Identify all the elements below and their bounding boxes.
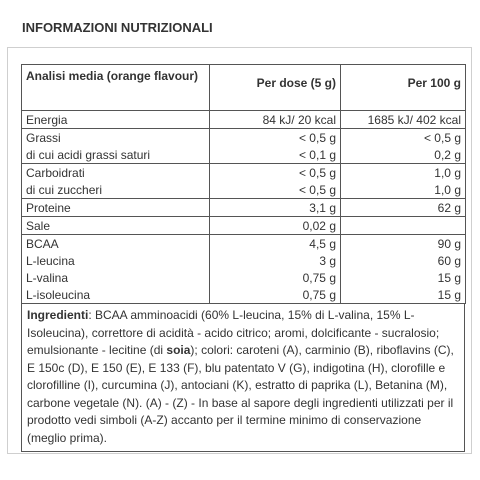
header-per-100g: Per 100 g xyxy=(340,64,466,111)
ingredients-text-before: : BCAA amminoacidi (60% L-leucina, 15% d… xyxy=(27,308,440,357)
value-per-dose: 0,02 g xyxy=(209,216,341,235)
nutrient-name: di cui zuccheri xyxy=(21,181,210,199)
value-per-dose: 0,75 g xyxy=(209,269,341,286)
table-row: Energia 84 kJ/ 20 kcal 1685 kJ/ 402 kcal xyxy=(21,110,466,129)
nutrient-name: di cui acidi grassi saturi xyxy=(21,146,210,164)
nutrient-name: L-isoleucina xyxy=(21,286,210,304)
ingredients-allergen: soia xyxy=(166,343,191,357)
value-per-dose: < 0,5 g xyxy=(209,163,341,181)
nutrient-name: Carboidrati xyxy=(21,163,210,181)
table-row: di cui acidi grassi saturi < 0,1 g 0,2 g xyxy=(21,146,466,164)
nutrient-name: Grassi xyxy=(21,128,210,146)
value-per-100g xyxy=(340,216,466,235)
header-analysis: Analisi media (orange flavour) xyxy=(21,64,210,111)
value-per-100g: 1685 kJ/ 402 kcal xyxy=(340,110,466,129)
table-row: Sale 0,02 g xyxy=(21,216,466,235)
table-row: Grassi < 0,5 g < 0,5 g xyxy=(21,128,466,146)
nutrient-name: Energia xyxy=(21,110,210,129)
nutrient-name: Proteine xyxy=(21,198,210,217)
table-row: L-leucina 3 g 60 g xyxy=(21,252,466,269)
ingredients-text-after: ); colori: caroteni (A), carminio (B), r… xyxy=(27,343,454,445)
value-per-100g: < 0,5 g xyxy=(340,128,466,146)
value-per-100g: 0,2 g xyxy=(340,146,466,164)
nutrient-name: BCAA xyxy=(21,234,210,252)
value-per-dose: < 0,5 g xyxy=(209,181,341,199)
value-per-dose: < 0,1 g xyxy=(209,146,341,164)
nutrition-table: Analisi media (orange flavour) Per dose … xyxy=(21,64,466,304)
value-per-dose: 0,75 g xyxy=(209,286,341,304)
table-row: L-isoleucina 0,75 g 15 g xyxy=(21,286,466,304)
value-per-100g: 60 g xyxy=(340,252,466,269)
table-row: Carboidrati < 0,5 g 1,0 g xyxy=(21,163,466,181)
value-per-dose: < 0,5 g xyxy=(209,128,341,146)
page-title: INFORMAZIONI NUTRIZIONALI xyxy=(22,20,213,35)
table-row: L-valina 0,75 g 15 g xyxy=(21,269,466,286)
value-per-dose: 84 kJ/ 20 kcal xyxy=(209,110,341,129)
table-row: di cui zuccheri < 0,5 g 1,0 g xyxy=(21,181,466,199)
value-per-100g: 62 g xyxy=(340,198,466,217)
value-per-100g: 15 g xyxy=(340,269,466,286)
nutrient-name: Sale xyxy=(21,216,210,235)
value-per-dose: 3 g xyxy=(209,252,341,269)
nutrition-panel xyxy=(7,47,472,454)
value-per-100g: 90 g xyxy=(340,234,466,252)
value-per-dose: 3,1 g xyxy=(209,198,341,217)
table-header-row: Analisi media (orange flavour) Per dose … xyxy=(21,64,466,111)
table-row: Proteine 3,1 g 62 g xyxy=(21,198,466,217)
nutrient-name: L-leucina xyxy=(21,252,210,269)
nutrition-content: Analisi media (orange flavour) Per dose … xyxy=(21,64,466,452)
ingredients-label: Ingredienti xyxy=(27,308,89,322)
value-per-dose: 4,5 g xyxy=(209,234,341,252)
value-per-100g: 1,0 g xyxy=(340,163,466,181)
table-row: BCAA 4,5 g 90 g xyxy=(21,234,466,252)
ingredients-block: Ingredienti: BCAA amminoacidi (60% L-leu… xyxy=(21,304,465,452)
value-per-100g: 15 g xyxy=(340,286,466,304)
nutrient-name: L-valina xyxy=(21,269,210,286)
value-per-100g: 1,0 g xyxy=(340,181,466,199)
nutrition-table-body: Energia 84 kJ/ 20 kcal 1685 kJ/ 402 kcal Gr… xyxy=(21,110,466,304)
header-per-dose: Per dose (5 g) xyxy=(209,64,341,111)
